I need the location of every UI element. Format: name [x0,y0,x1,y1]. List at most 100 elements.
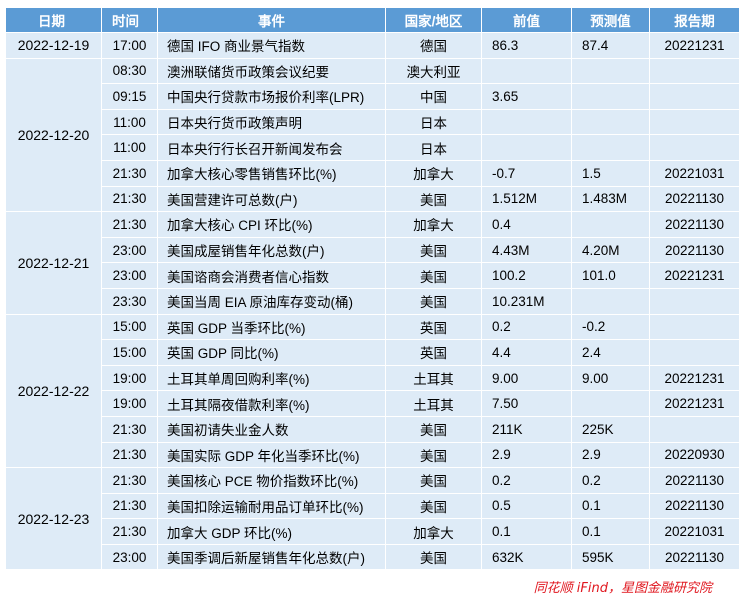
time-cell: 17:00 [101,32,158,59]
calendar-body: 2022-12-19 17:00 德国 IFO 商业景气指数 德国 86.3 87.4 20… [5,32,740,571]
period-cell [649,83,740,110]
country-cell: 加拿大 [385,159,482,187]
event-cell: 美国当周 EIA 原油库存变动(桶) [157,287,386,315]
previous-cell: 4.4 [481,339,572,366]
event-cell: 美国核心 PCE 物价指数环比(%) [157,467,386,494]
country-cell: 美国 [385,492,482,520]
forecast-cell: 0.1 [571,492,650,520]
previous-cell: 1.512M [481,185,572,213]
time-cell: 23:00 [101,236,158,264]
previous-cell: 632K [481,543,572,571]
time-cell: 23:00 [101,543,158,571]
country-cell: 美国 [385,262,482,289]
event-cell: 美国成屋销售年化总数(户) [157,236,386,264]
event-cell: 加拿大核心 CPI 环比(%) [157,211,386,238]
event-cell: 澳洲联储货币政策会议纪要 [157,57,386,85]
table-row: 09:15 中国央行贷款市场报价利率(LPR) 中国 3.65 [6,83,740,110]
period-cell [649,313,740,341]
forecast-cell [571,108,650,136]
header-event: 事件 [157,7,386,33]
table-row: 23:00 美国谘商会消费者信心指数 美国 100.2 101.0 20221231 [6,262,740,289]
time-cell: 21:30 [101,211,158,238]
time-cell: 21:30 [101,518,158,545]
previous-cell: 10.231M [481,287,572,315]
table-row: 2022-12-20 08:30 澳洲联储货币政策会议纪要 澳大利亚 [5,57,740,213]
header-time: 时间 [101,7,158,33]
country-cell: 土耳其 [385,390,482,417]
period-cell: 20221130 [649,211,740,238]
previous-cell: 0.1 [481,518,572,545]
time-cell: 08:30 [101,57,158,85]
time-cell: 09:15 [101,83,158,110]
time-cell: 21:30 [101,492,158,520]
country-cell: 英国 [385,313,482,341]
country-cell: 土耳其 [385,364,482,392]
forecast-cell [571,83,650,110]
period-cell: 20221031 [649,518,740,545]
period-cell [649,57,740,85]
period-cell: 20221130 [649,543,740,571]
previous-cell: 9.00 [481,364,572,392]
table-row: 23:00 美国季调后新屋销售年化总数(户) 美国 632K 595K 20221130 [6,543,740,571]
header-period: 报告期 [649,7,740,33]
event-cell: 美国营建许可总数(户) [157,185,386,213]
time-cell: 21:30 [101,441,158,469]
country-cell: 澳大利亚 [385,57,482,85]
country-cell: 美国 [385,543,482,571]
event-cell: 加拿大核心零售销售环比(%) [157,159,386,187]
date-cell: 2022-12-21 [5,211,102,315]
period-cell: 20220930 [649,441,740,469]
country-cell: 中国 [385,83,482,110]
country-cell: 美国 [385,287,482,315]
forecast-cell: 9.00 [571,364,650,392]
time-cell: 19:00 [101,390,158,417]
event-cell: 德国 IFO 商业景气指数 [157,32,386,59]
period-cell: 20221231 [649,390,740,417]
date-cell: 2022-12-22 [5,313,102,469]
country-cell: 德国 [385,32,482,59]
forecast-cell [571,211,650,238]
table-row: 19:00 土耳其单周回购利率(%) 土耳其 9.00 9.00 20221231 [6,364,740,392]
table-row: 21:30 美国扣除运输耐用品订单环比(%) 美国 0.5 0.1 20221130 [6,492,740,520]
forecast-cell: 101.0 [571,262,650,289]
time-cell: 11:00 [101,134,158,161]
event-cell: 日本央行行长召开新闻发布会 [157,134,386,161]
previous-cell: 7.50 [481,390,572,417]
country-cell: 美国 [385,415,482,443]
period-cell [649,415,740,443]
previous-cell [481,108,572,136]
date-cell: 2022-12-23 [5,467,102,571]
time-cell: 21:30 [101,415,158,443]
table-row: 21:30 美国实际 GDP 年化当季环比(%) 美国 2.9 2.9 20220930 [6,441,740,469]
time-cell: 15:00 [101,313,158,341]
previous-cell: 86.3 [481,32,572,59]
table-row: 2022-12-21 21:30 加拿大核心 CPI 环比(%) 加拿大 0.4 2022… [5,211,740,315]
table-row: 11:00 日本央行行长召开新闻发布会 日本 [6,134,740,161]
period-cell [649,134,740,161]
table-row: 2022-12-22 15:00 英国 GDP 当季环比(%) 英国 0.2 -0.2 [5,313,740,469]
header-row: 日期 时间 事件 国家/地区 前值 预测值 报告期 [5,7,740,33]
event-cell: 日本央行货币政策声明 [157,108,386,136]
period-cell: 20221130 [649,236,740,264]
time-cell: 23:00 [101,262,158,289]
date-cell: 2022-12-19 [5,32,102,59]
source-note: 同花顺 iFind，星图金融研究院 [533,581,712,596]
country-cell: 美国 [385,185,482,213]
previous-cell: 2.9 [481,441,572,469]
event-cell: 英国 GDP 当季环比(%) [157,313,386,341]
event-cell: 美国初请失业金人数 [157,415,386,443]
event-cell: 土耳其单周回购利率(%) [157,364,386,392]
header-previous: 前值 [481,7,572,33]
forecast-cell: 2.4 [571,339,650,366]
period-cell: 20221231 [649,262,740,289]
previous-cell: 0.2 [481,313,572,341]
event-cell: 美国季调后新屋销售年化总数(户) [157,543,386,571]
country-cell: 日本 [385,108,482,136]
country-cell: 加拿大 [385,211,482,238]
event-cell: 美国扣除运输耐用品订单环比(%) [157,492,386,520]
forecast-cell: 1.5 [571,159,650,187]
time-cell: 21:30 [101,159,158,187]
period-cell: 20221031 [649,159,740,187]
table-row: 23:30 美国当周 EIA 原油库存变动(桶) 美国 10.231M [6,287,740,315]
previous-cell: 100.2 [481,262,572,289]
